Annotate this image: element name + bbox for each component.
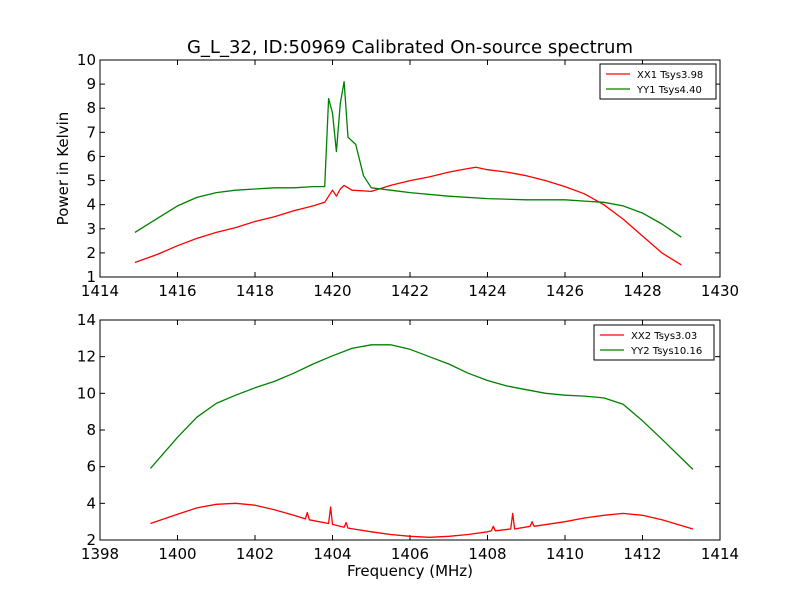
- y-tick-label: 12: [77, 348, 96, 366]
- x-tick-label: 1404: [313, 545, 351, 563]
- chart-title: G_L_32, ID:50969 Calibrated On-source sp…: [187, 37, 633, 58]
- x-tick-label: 1414: [81, 282, 119, 300]
- series-line-yy2: [149, 344, 694, 470]
- x-tick-label: 1406: [391, 545, 429, 563]
- legend-2: XX2 Tsys3.03 YY2 Tsys10.16: [593, 324, 715, 361]
- x-tick-label: 1402: [236, 545, 274, 563]
- y-tick-label: 2: [86, 531, 96, 549]
- x-tick-label: 1420: [313, 282, 351, 300]
- y-axis-label: Power in Kelvin: [54, 112, 72, 226]
- y-tick-label: 6: [86, 458, 96, 476]
- x-tick-label: 1400: [158, 545, 196, 563]
- y-tick-label: 10: [77, 51, 96, 69]
- x-tick-label: 1410: [546, 545, 584, 563]
- legend-entry: YY2 Tsys10.16: [630, 346, 702, 357]
- y-tick-label: 5: [86, 172, 96, 190]
- x-tick-label: 1428: [623, 282, 661, 300]
- y-tick-label: 4: [86, 494, 96, 512]
- subplot-2: 1398 1400 1402 1404 1406 1408 1410 1412 14142468…: [77, 311, 739, 580]
- x-tick-label: 1412: [623, 545, 661, 563]
- legend-entry: YY1 Tsys4.40: [636, 85, 702, 96]
- x-tick-label: 1414: [701, 545, 739, 563]
- legend-box: [599, 63, 717, 100]
- y-tick-label: 2: [86, 244, 96, 262]
- x-tick-label: 1426: [546, 282, 584, 300]
- series-line-xx2: [150, 502, 694, 538]
- y-tick-label: 8: [86, 421, 96, 439]
- y-tick-label: 14: [77, 311, 96, 329]
- x-tick-label: 1408: [468, 545, 506, 563]
- y-tick-label: 3: [86, 220, 96, 238]
- legend-entry: XX1 Tsys3.98: [637, 70, 703, 81]
- legend-entry: XX2 Tsys3.03: [631, 331, 697, 342]
- y-tick-label: 7: [86, 123, 96, 141]
- series-line-xx1: [134, 166, 682, 266]
- y-tick-label: 8: [86, 99, 96, 117]
- x-tick-label: 1398: [81, 545, 119, 563]
- x-tick-label: 1422: [391, 282, 429, 300]
- x-tick-label: 1430: [701, 282, 739, 300]
- y-tick-label: 9: [86, 75, 96, 93]
- y-tick-label: 4: [86, 196, 96, 214]
- x-tick-label: 1418: [236, 282, 274, 300]
- legend-1: XX1 Tsys3.98 YY1 Tsys4.40: [599, 63, 717, 100]
- x-tick-label: 1424: [468, 282, 506, 300]
- subplot-1: 1414 1416 1418 1420 1422 1424 1426 1428 1430 1 2 3 4…: [54, 51, 739, 300]
- y-tick-label: 6: [86, 147, 96, 165]
- x-axis-label: Frequency (MHz): [347, 562, 473, 580]
- legend-box: [593, 324, 715, 361]
- y-tick-label: 10: [77, 384, 96, 402]
- y-tick-label: 1: [86, 268, 96, 286]
- series-line-yy1: [134, 81, 682, 238]
- x-tick-label: 1416: [158, 282, 196, 300]
